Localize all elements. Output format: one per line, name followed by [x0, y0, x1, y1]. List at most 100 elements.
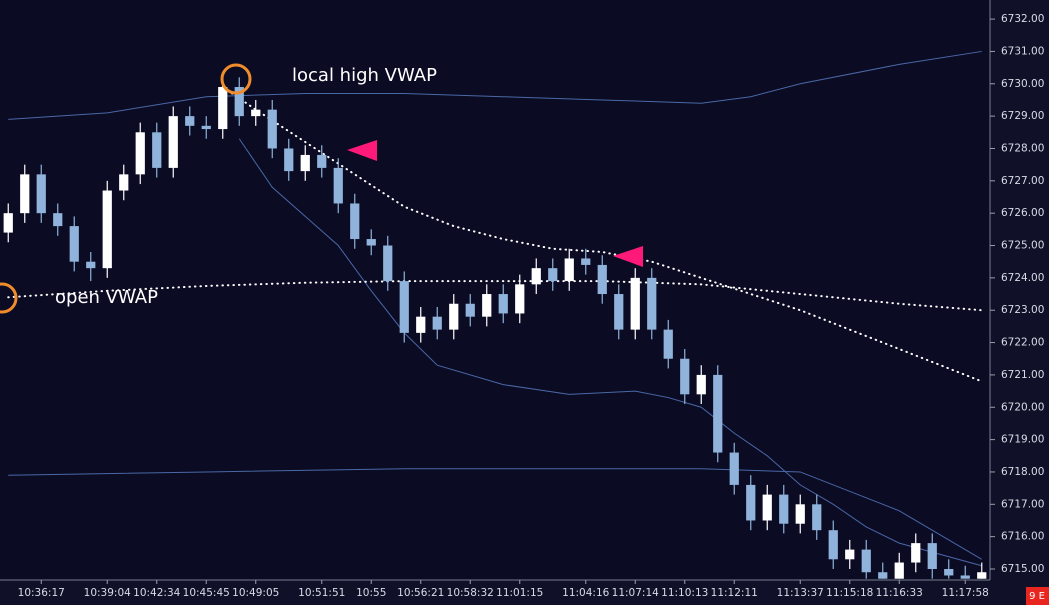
candle-body — [482, 294, 492, 317]
x-tick-label: 11:16:33 — [876, 587, 923, 599]
x-tick-label: 10:55 — [356, 587, 386, 599]
marker-triangle — [347, 140, 377, 161]
y-tick-label: 6717.00 — [1001, 498, 1044, 510]
candle-body — [828, 530, 838, 560]
annotation: open VWAP — [55, 287, 158, 308]
y-tick-label: 6715.00 — [1001, 563, 1044, 575]
candle-body — [581, 258, 591, 265]
candle-body — [663, 329, 673, 359]
candle-body — [86, 261, 96, 269]
candle-body — [498, 294, 508, 314]
candle-body — [927, 543, 937, 570]
candle-body — [69, 226, 79, 262]
candle-body — [564, 258, 574, 282]
candle-body — [218, 87, 228, 130]
candle-body — [251, 109, 261, 117]
candle-body — [696, 374, 706, 395]
candle-body — [779, 494, 789, 524]
candle-body — [795, 504, 805, 524]
candle-body — [432, 316, 442, 330]
x-tick-label: 10:49:05 — [232, 587, 279, 599]
candle-body — [102, 190, 112, 269]
candle-body — [416, 316, 426, 333]
indicator-line — [8, 468, 983, 560]
y-tick-label: 6720.00 — [1001, 401, 1044, 413]
candle-body — [152, 132, 162, 168]
x-tick-label: 11:12:11 — [711, 587, 758, 599]
candle-body — [383, 245, 393, 282]
x-axis-panel — [0, 580, 990, 605]
x-tick-label: 10:39:04 — [84, 587, 131, 599]
candle-body — [300, 154, 310, 172]
candle-body — [911, 543, 921, 563]
candle-body — [168, 116, 178, 168]
candle-body — [317, 154, 327, 168]
candle-body — [53, 213, 63, 227]
candle-body — [201, 125, 211, 130]
candle-body — [465, 303, 475, 317]
y-tick-label: 6731.00 — [1001, 45, 1044, 57]
axes: 6715.00 6716.00 6717.00 6718.00 6719.00 6720.… — [18, 13, 1045, 599]
candle-body — [350, 203, 360, 240]
x-tick-label: 10:36:17 — [18, 587, 65, 599]
indicator-line — [8, 50, 982, 120]
marker-triangle — [613, 246, 643, 267]
x-tick-label: 11:07:14 — [612, 587, 659, 599]
candle-body — [861, 549, 871, 573]
candle-body — [531, 268, 541, 285]
x-tick-label: 11:15:18 — [826, 587, 873, 599]
candles — [3, 77, 987, 579]
annotation: local high VWAP — [292, 65, 437, 86]
candle-body — [845, 549, 855, 560]
y-tick-label: 6726.00 — [1001, 207, 1044, 219]
candle-body — [960, 575, 970, 579]
candle-body — [614, 294, 624, 330]
x-tick-label: 11:04:16 — [562, 587, 609, 599]
candle-body — [20, 174, 30, 214]
candle-body — [185, 116, 195, 126]
x-tick-label: 11:10:13 — [661, 587, 708, 599]
x-tick-label: 10:58:32 — [447, 587, 494, 599]
candle-body — [284, 148, 294, 172]
highlight-circle — [220, 63, 252, 95]
y-axis-panel — [990, 0, 1049, 605]
candle-body — [630, 277, 640, 330]
candle-body — [515, 284, 525, 314]
x-tick-label: 11:17:58 — [942, 587, 989, 599]
y-tick-label: 6730.00 — [1001, 78, 1044, 90]
candle-body — [713, 374, 723, 453]
y-tick-label: 6722.00 — [1001, 337, 1044, 349]
y-tick-label: 6725.00 — [1001, 240, 1044, 252]
candle-body — [944, 569, 954, 576]
candle-body — [449, 303, 459, 330]
candle-body — [366, 239, 376, 246]
candle-body — [234, 87, 244, 117]
candle-body — [729, 452, 739, 485]
badge: 9 E — [1029, 591, 1045, 602]
y-tick-label: 6728.00 — [1001, 142, 1044, 154]
indicator-line — [238, 138, 982, 567]
y-tick-label: 6724.00 — [1001, 272, 1044, 284]
y-tick-label: 6719.00 — [1001, 434, 1044, 446]
x-tick-label: 10:51:51 — [298, 587, 345, 599]
highlight-circle — [0, 282, 18, 314]
candle-body — [762, 494, 772, 521]
y-tick-label: 6721.00 — [1001, 369, 1044, 381]
x-tick-label: 10:45:45 — [183, 587, 230, 599]
candle-body — [680, 358, 690, 395]
candle-body — [119, 174, 129, 191]
candle-body — [597, 264, 607, 295]
badge-box — [1026, 587, 1049, 605]
candle-body — [36, 174, 46, 214]
candle-body — [399, 281, 409, 333]
x-tick-label: 10:56:21 — [397, 587, 444, 599]
x-tick-label: 11:13:37 — [777, 587, 824, 599]
y-tick-label: 6723.00 — [1001, 304, 1044, 316]
y-tick-label: 6729.00 — [1001, 110, 1044, 122]
indicator-line — [7, 280, 983, 312]
candle-body — [746, 484, 756, 521]
y-tick-label: 6732.00 — [1001, 13, 1044, 25]
